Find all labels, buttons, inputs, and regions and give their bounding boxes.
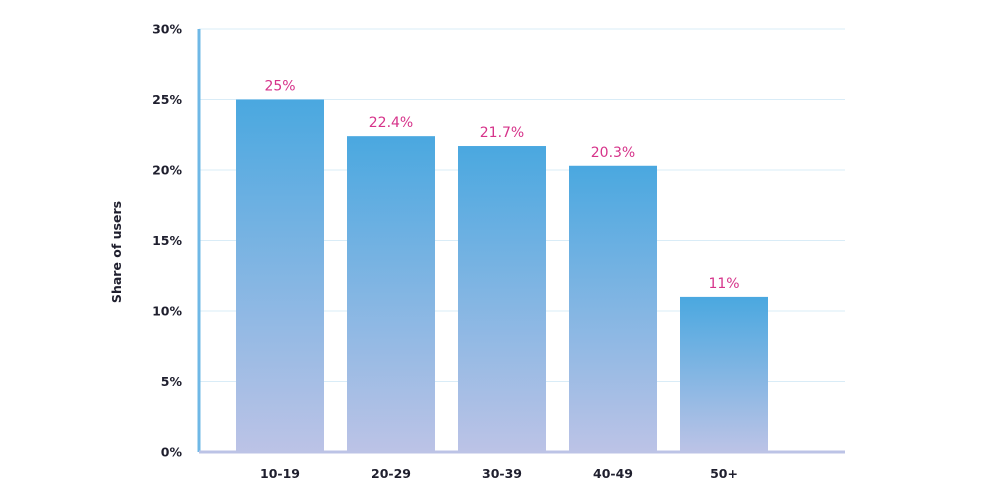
y-tick-label: 30% xyxy=(152,22,182,37)
x-category-label: 30-39 xyxy=(482,466,522,481)
bar-value-label: 21.7% xyxy=(480,125,524,141)
y-tick-label: 15% xyxy=(152,233,182,248)
x-category-label: 10-19 xyxy=(260,466,300,481)
x-category-label: 40-49 xyxy=(593,466,633,481)
y-axis-ticks: 0% 5% 10% 15% 20% 25% 30% xyxy=(152,22,182,460)
y-tick-label: 0% xyxy=(161,445,183,460)
bar-value-label: 25% xyxy=(264,79,295,95)
bar-value-label: 11% xyxy=(708,276,739,292)
bar xyxy=(680,296,768,452)
y-tick-label: 10% xyxy=(152,304,182,319)
y-tick-label: 5% xyxy=(161,374,183,389)
y-tick-label: 20% xyxy=(152,163,182,178)
y-tick-label: 25% xyxy=(152,92,182,107)
x-category-label: 50+ xyxy=(710,466,738,481)
bar xyxy=(458,146,546,452)
y-axis-title: Share of users xyxy=(109,201,124,303)
bar xyxy=(347,136,435,452)
bar-value-label: 20.3% xyxy=(591,145,635,161)
bar xyxy=(236,99,324,452)
x-category-label: 20-29 xyxy=(371,466,411,481)
x-axis-categories: 10-19 20-29 30-39 40-49 50+ xyxy=(260,466,738,481)
bars xyxy=(236,99,768,452)
bar-value-label: 22.4% xyxy=(369,115,413,131)
value-labels: 25% 22.4% 21.7% 20.3% 11% xyxy=(264,79,739,292)
bar xyxy=(569,165,657,452)
